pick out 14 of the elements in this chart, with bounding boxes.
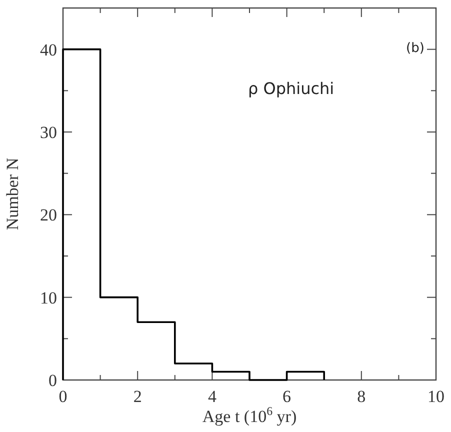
y-tick-label: 10 bbox=[40, 288, 57, 308]
x-tick-label: 8 bbox=[357, 387, 366, 406]
x-axis-title: Age t (10$^{6}$ yr) bbox=[202, 404, 297, 426]
y-tick-label: 20 bbox=[40, 206, 57, 225]
annotation: (b) bbox=[406, 41, 424, 56]
x-tick-label: 10 bbox=[428, 387, 444, 406]
y-tick-label: 0 bbox=[48, 370, 57, 390]
x-tick-label: 6 bbox=[282, 387, 292, 406]
x-tick-label: 2 bbox=[133, 387, 142, 406]
y-axis-title: Number N bbox=[3, 158, 22, 230]
annotation: ρ Ophiuchi bbox=[248, 79, 334, 98]
y-tick-label: 30 bbox=[40, 122, 57, 142]
y-tick-label: 40 bbox=[40, 40, 57, 60]
x-tick-label: 4 bbox=[208, 387, 217, 406]
